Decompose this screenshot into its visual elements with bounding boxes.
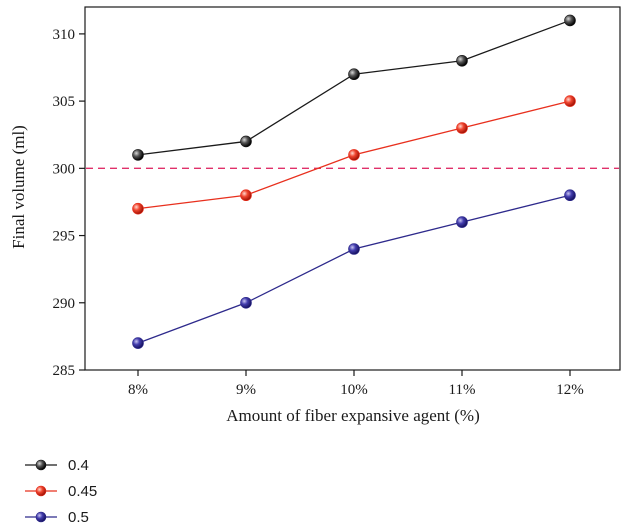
legend-label-0.45: 0.45 [68,483,97,500]
plot-frame [84,6,621,371]
series-layer [132,14,576,349]
y-tick-label-305: 305 [53,94,76,110]
legend-marker-0.5 [35,511,47,523]
y-tick-label-285: 285 [53,363,76,379]
x-tick-label-2: 10% [340,382,368,398]
series-line-0.4 [137,19,571,156]
data-point-0.4-3 [456,54,468,67]
legend-label-0.4: 0.4 [68,457,89,474]
data-point-0.5-3 [456,216,468,228]
data-point-0.4-4 [564,14,576,27]
y-tick-label-310: 310 [53,27,76,43]
axes [79,6,621,376]
legend-label-0.5: 0.5 [68,509,89,526]
data-point-0.5-4 [564,189,576,202]
series-0.45 [132,95,576,215]
data-point-0.4-1 [240,135,252,148]
x-tick-label-3: 11% [449,382,476,398]
x-axis-title: Amount of fiber expansive agent (%) [226,406,480,425]
data-point-0.4-2 [348,68,360,81]
data-point-0.5-0 [132,337,144,349]
data-point-0.4-0 [132,149,144,161]
data-point-0.45-3 [456,122,468,134]
y-tick-label-290: 290 [53,296,76,312]
legend-item-0.5: 0.5 [25,509,89,526]
x-tick-label-0: 8% [128,382,148,398]
legend: 0.4 0.45 0.5 [25,457,97,526]
data-point-0.45-0 [132,202,144,215]
legend-marker-0.45 [35,485,47,497]
y-axis-title: Final volume (ml) [9,125,28,249]
series-line-0.5 [137,194,571,344]
tick-labels: 285 290 295 300 305 310 8% 9% 10% 11% 12% [53,27,584,398]
y-tick-label-300: 300 [53,161,76,177]
data-point-0.45-2 [348,149,360,161]
data-point-0.5-2 [348,243,360,255]
legend-item-0.45: 0.45 [25,483,97,500]
data-point-0.5-1 [240,296,252,309]
legend-marker-0.4 [35,459,47,471]
y-tick-label-295: 295 [53,229,76,245]
data-point-0.45-4 [564,95,576,107]
series-0.4 [132,14,576,161]
series-0.5 [132,189,576,349]
x-tick-label-1: 9% [236,382,256,398]
data-point-0.45-1 [240,189,252,202]
x-tick-label-4: 12% [556,382,584,398]
legend-item-0.4: 0.4 [25,457,89,474]
